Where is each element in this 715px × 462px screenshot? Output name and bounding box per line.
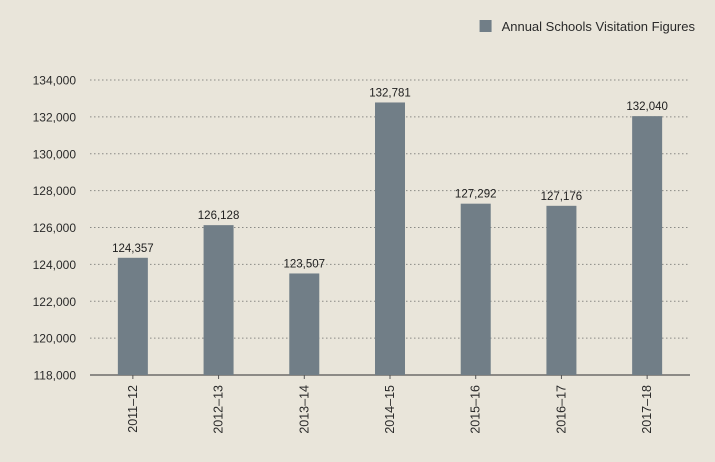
- legend-label: Annual Schools Visitation Figures: [502, 19, 696, 34]
- x-tick-label: 2013–14: [297, 385, 311, 434]
- data-label: 132,040: [626, 101, 668, 113]
- data-label: 127,292: [455, 189, 497, 201]
- y-tick-label: 134,000: [33, 74, 77, 88]
- bar: [546, 205, 577, 375]
- bar: [289, 273, 320, 375]
- y-tick-label: 122,000: [33, 295, 77, 309]
- y-tick-label: 128,000: [33, 184, 77, 198]
- bar: [375, 102, 405, 375]
- x-tick-label: 2014–15: [383, 385, 397, 434]
- bar: [460, 203, 491, 375]
- x-tick-label: 2016–17: [554, 385, 568, 434]
- y-tick-label: 132,000: [33, 110, 77, 124]
- x-tick-label: 2012–13: [212, 385, 226, 434]
- bar: [117, 257, 148, 375]
- bar: [632, 116, 663, 375]
- x-tick-label: 2015–16: [469, 385, 483, 434]
- y-tick-label: 130,000: [33, 147, 77, 161]
- legend-swatch: [479, 20, 492, 32]
- bar: [203, 225, 234, 375]
- y-tick-label: 124,000: [33, 258, 77, 272]
- data-label: 132,781: [369, 87, 411, 99]
- data-label: 124,357: [112, 243, 154, 255]
- y-tick-label: 120,000: [33, 332, 77, 346]
- x-tick-label: 2011–12: [126, 385, 140, 433]
- x-tick-label: 2017–18: [640, 385, 654, 434]
- data-label: 126,128: [198, 210, 240, 222]
- data-label: 123,507: [283, 258, 325, 270]
- y-tick-label: 126,000: [33, 221, 77, 235]
- y-tick-label: 118,000: [34, 369, 77, 383]
- data-label: 127,176: [541, 191, 583, 203]
